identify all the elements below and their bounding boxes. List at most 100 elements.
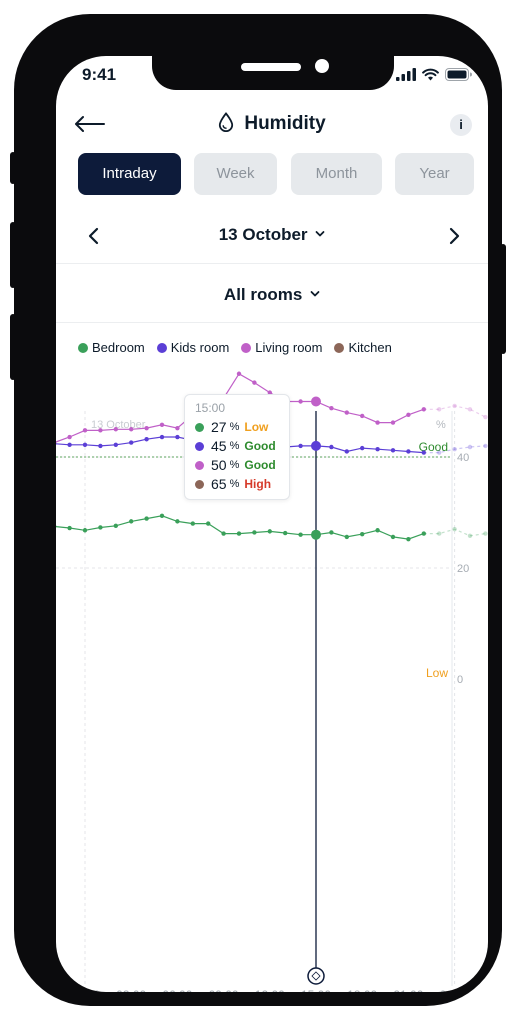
data-point-bedroom (267, 529, 272, 534)
data-point-bedroom (375, 528, 380, 533)
tooltip-dot (195, 422, 204, 432)
data-point-kids-room (375, 447, 380, 452)
threshold-label-low: Low (426, 666, 448, 680)
data-point-bedroom (329, 530, 334, 535)
data-point-living-room (67, 434, 72, 440)
date-label: 13 October (218, 225, 308, 244)
back-arrow-icon[interactable] (72, 112, 106, 136)
cursor-handle-diamond (311, 971, 321, 981)
data-point-bedroom (298, 532, 303, 537)
period-tabs: Intraday Week Month Year (78, 153, 474, 195)
side-button-volume-down (10, 314, 16, 380)
data-point-kids-room (437, 450, 442, 455)
data-point-living-room (452, 403, 457, 409)
tooltip-unit: % (229, 421, 240, 433)
side-button-mute (10, 152, 16, 184)
x-tick-label: 03:00 (116, 988, 146, 992)
data-point-kids-room (175, 434, 180, 440)
legend-label: Living room (255, 340, 323, 355)
data-point-bedroom (467, 533, 473, 539)
data-point-living-room (113, 427, 118, 432)
camera (315, 59, 329, 73)
legend-dot (334, 342, 345, 353)
tooltip-unit: % (229, 459, 240, 471)
divider-bottom (56, 322, 488, 323)
data-point-living-room (98, 428, 103, 433)
data-point-bedroom (190, 521, 195, 526)
legend-dot (78, 342, 88, 353)
tooltip-status: High (244, 477, 272, 491)
tab-intraday[interactable]: Intraday (78, 153, 181, 195)
side-button-power (500, 244, 506, 354)
data-point-kids-room (344, 449, 349, 454)
tooltip-row-kids-room: 45 % Good (195, 437, 276, 455)
page-title: Humidity (56, 112, 488, 135)
data-point-bedroom (390, 534, 396, 540)
data-point-bedroom (252, 530, 257, 535)
tooltip-row-bedroom: 27 % Low (195, 418, 268, 436)
room-label: All rooms (223, 285, 303, 304)
threshold-label-good: Good (419, 440, 448, 454)
data-point-kids-room (144, 437, 149, 442)
data-point-living-room (144, 425, 149, 431)
series-line-bedroom (56, 515, 425, 540)
data-point-bedroom (283, 530, 288, 536)
water-drop-icon (219, 112, 234, 133)
data-point-bedroom (82, 528, 88, 533)
data-point-kids-room (159, 434, 165, 440)
data-point-kids-room (421, 450, 426, 455)
info-button[interactable]: i (450, 114, 472, 136)
tooltip-value: 27 (211, 419, 227, 435)
data-point-living-room (129, 427, 134, 432)
x-tick-label: 21:00 (393, 988, 423, 992)
data-point-living-room (267, 390, 272, 395)
data-point-kids-room (483, 443, 488, 449)
data-point-kids-room (360, 445, 365, 451)
tab-month[interactable]: Month (291, 153, 382, 195)
tooltip-dot (195, 479, 204, 489)
data-point-bedroom (421, 531, 426, 536)
data-point-living-room (175, 425, 180, 431)
chevron-down-icon (310, 291, 320, 297)
data-point-kids-room (113, 442, 118, 447)
unit-label: % (436, 419, 446, 431)
data-point-living-room (344, 410, 349, 415)
chevron-right-icon[interactable] (444, 226, 464, 246)
legend-item-kitchen[interactable]: Kitchen (334, 340, 392, 355)
data-point-bedroom (437, 531, 442, 536)
chart-tooltip: 15:00 27 % Low 45 % Good 50 % Good (184, 394, 290, 500)
data-point-living-room (236, 371, 242, 376)
data-point-bedroom (98, 525, 103, 530)
x-tick-label: 06:00 (162, 988, 192, 992)
data-point-kids-room (98, 443, 103, 449)
x-tick-label: 00:00 (70, 988, 100, 992)
date-selector: 13 October (56, 216, 488, 256)
data-point-kids-room (67, 442, 72, 447)
status-time: 9:41 (82, 65, 117, 84)
data-point-kids-room (406, 449, 411, 454)
chevron-left-icon[interactable] (84, 226, 104, 246)
legend-item-bedroom[interactable]: Bedroom (78, 340, 145, 355)
chart-legend: Bedroom Kids room Living room Kitchen (78, 340, 392, 355)
legend-label: Bedroom (92, 340, 145, 355)
tooltip-value: 45 (211, 438, 227, 454)
wifi-icon (422, 68, 439, 81)
tooltip-row-kitchen: 65 % High (195, 475, 271, 493)
data-point-bedroom (360, 531, 365, 537)
data-point-kids-room (390, 448, 396, 453)
legend-dot (241, 342, 252, 353)
y-tick-label: 40 (457, 452, 469, 464)
cursor-point-living-room (311, 396, 321, 407)
data-point-kids-room (467, 444, 473, 450)
tooltip-dot (195, 441, 204, 451)
legend-item-kids-room[interactable]: Kids room (156, 340, 229, 355)
tab-year[interactable]: Year (395, 153, 474, 195)
date-dropdown[interactable]: 13 October (56, 225, 488, 245)
data-point-bedroom (206, 521, 211, 526)
tooltip-status: Good (244, 439, 276, 453)
legend-item-living-room[interactable]: Living room (241, 340, 322, 355)
series-line-faded-living-room (423, 405, 486, 418)
data-point-bedroom (406, 536, 411, 542)
room-dropdown[interactable]: All rooms (56, 285, 488, 305)
tab-week[interactable]: Week (194, 153, 277, 195)
